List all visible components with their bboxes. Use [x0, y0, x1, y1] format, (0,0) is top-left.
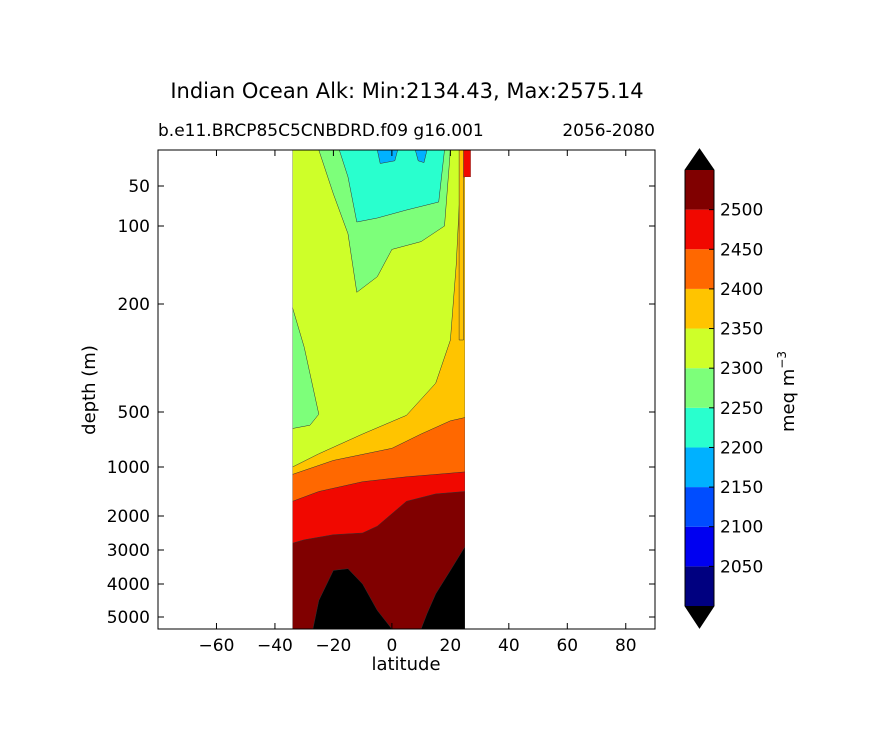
y-tick-label: 100	[118, 217, 150, 237]
y-tick-label: 50	[128, 177, 150, 197]
colorbar-tick-label: 2300	[720, 359, 763, 379]
colorbar-label-text: meq m	[778, 369, 799, 432]
colorbar-segment	[685, 407, 714, 448]
x-tick-label: 0	[386, 636, 397, 656]
colorbar-segment	[685, 566, 714, 606]
colorbar-tick-label: 2400	[720, 280, 763, 300]
colorbar-tick-label: 2500	[720, 201, 763, 221]
land-mask-west	[158, 150, 293, 629]
colorbar-segment	[685, 487, 714, 527]
y-axis-label: depth (m)	[79, 345, 100, 435]
y-axis: 50 100 200 500 1000 2000 3000 4000 5000	[107, 177, 655, 628]
chart-subtitle-right: 2056-2080	[562, 121, 655, 141]
y-tick-label: 5000	[107, 608, 150, 628]
x-tick-label: 20	[440, 636, 462, 656]
colorbar-tick-label: 2250	[720, 399, 763, 419]
x-axis-label: latitude	[371, 654, 440, 675]
colorbar-segment	[685, 447, 714, 488]
colorbar-extend-max	[685, 149, 714, 170]
colorbar-tick-label: 2350	[720, 320, 763, 340]
colorbar-outline	[684, 148, 715, 629]
colorbar-segment	[685, 526, 714, 567]
colorbar-tick-label: 2200	[720, 438, 763, 458]
contour-coastal-yellow	[458, 150, 464, 341]
x-tick-label: −60	[199, 636, 235, 656]
chart-title: Indian Ocean Alk: Min:2134.43, Max:2575.…	[170, 79, 643, 103]
plot-frame	[157, 149, 656, 630]
y-tick-label: 2000	[107, 507, 150, 527]
contour-2150	[377, 150, 398, 164]
colorbar-label-superscript: −3	[775, 351, 789, 369]
contour-2200	[339, 150, 445, 223]
colorbar-tick-label: 2050	[720, 557, 763, 577]
colorbar-segment	[685, 209, 714, 250]
y-tick-label: 500	[118, 403, 150, 423]
colorbar-tick-label: 2100	[720, 518, 763, 538]
contour-below-range-east	[420, 545, 466, 629]
colorbar-label: meq m−3	[775, 351, 799, 432]
y-tick-label: 3000	[107, 541, 150, 561]
colorbar-segment	[685, 249, 714, 289]
x-tick-label: −40	[257, 636, 293, 656]
colorbar-segment	[685, 368, 714, 408]
colorbar-tick-label: 2150	[720, 478, 763, 498]
x-axis: −60 −40 −20 0 20 40 60 80	[199, 150, 637, 656]
contour-2250-west	[292, 307, 320, 429]
x-tick-label: 60	[556, 636, 578, 656]
chart-subtitle-left: b.e11.BRCP85C5CNBDRD.f09 g16.001	[158, 121, 484, 141]
contour-2150-b	[415, 150, 428, 163]
colorbar-segment	[685, 328, 714, 369]
colorbar-extend-min	[685, 606, 714, 628]
land-mask-east-shelf	[464, 177, 471, 629]
x-tick-label: 80	[615, 636, 637, 656]
y-tick-label: 4000	[107, 575, 150, 595]
x-tick-label: −20	[315, 636, 351, 656]
land-mask-east	[470, 150, 655, 629]
x-tick-label: 40	[498, 636, 520, 656]
y-tick-label: 200	[118, 295, 150, 315]
colorbar: 2050 2100 2150 2200 2250 2300 2350 2400 2450 2500	[684, 148, 763, 629]
colorbar-segment	[685, 288, 714, 329]
y-tick-label: 1000	[107, 458, 150, 478]
alkalinity-contour-field	[158, 150, 655, 629]
contour-below-range	[312, 568, 393, 629]
colorbar-segment	[685, 170, 714, 210]
colorbar-tick-label: 2450	[720, 240, 763, 260]
